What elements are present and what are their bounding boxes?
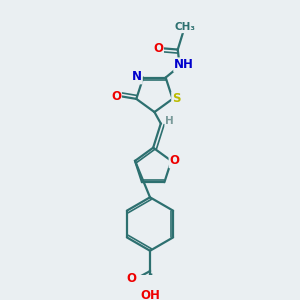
Text: CH₃: CH₃ [175,22,196,32]
Text: O: O [127,272,136,285]
Text: N: N [132,70,142,83]
Text: O: O [153,42,163,55]
Text: NH: NH [174,58,194,71]
Text: O: O [169,154,179,167]
Text: O: O [111,90,121,103]
Text: OH: OH [140,289,160,300]
Text: H: H [165,116,174,126]
Text: S: S [172,92,181,105]
